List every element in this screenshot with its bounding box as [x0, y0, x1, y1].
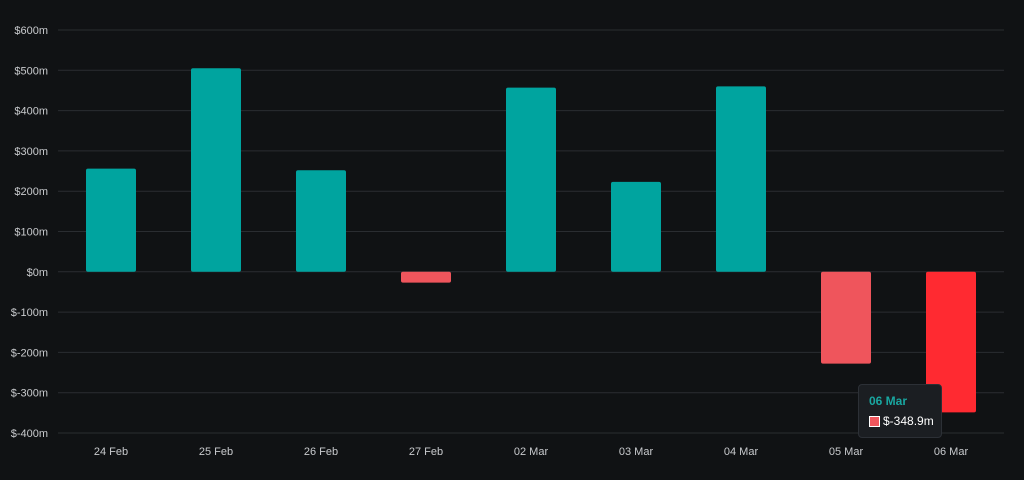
bar: [821, 271, 871, 364]
y-tick-label: $-100m: [11, 307, 48, 319]
x-tick-label: 24 Feb: [94, 446, 128, 458]
tooltip-value: $-348.9m: [883, 414, 934, 428]
y-tick-label: $100m: [14, 227, 48, 239]
x-tick-label: 05 Mar: [829, 446, 864, 458]
y-tick-label: $400m: [14, 106, 48, 118]
x-tick-label: 25 Feb: [199, 446, 233, 458]
bar: [506, 87, 556, 272]
chart-tooltip: 06 Mar $-348.9m: [858, 384, 942, 438]
bar: [611, 181, 661, 272]
x-tick-label: 02 Mar: [514, 446, 549, 458]
y-tick-label: $0m: [27, 267, 48, 279]
x-tick-label: 26 Feb: [304, 446, 338, 458]
tooltip-swatch: [869, 415, 880, 427]
x-tick-label: 03 Mar: [619, 446, 654, 458]
y-tick-label: $-200m: [11, 347, 48, 359]
bar: [191, 68, 241, 272]
x-tick-label: 06 Mar: [934, 446, 969, 458]
bar: [926, 271, 976, 413]
bar: [296, 170, 346, 272]
y-tick-label: $300m: [14, 146, 48, 158]
y-tick-label: $600m: [14, 25, 48, 37]
tooltip-date: 06 Mar: [869, 394, 908, 408]
x-tick-label: 04 Mar: [724, 446, 759, 458]
y-tick-label: $500m: [14, 65, 48, 77]
y-tick-label: $-400m: [11, 428, 48, 440]
tooltip-row: $-348.9m: [869, 414, 941, 428]
y-tick-label: $200m: [14, 186, 48, 198]
x-tick-label: 27 Feb: [409, 446, 443, 458]
y-tick-label: $-300m: [11, 388, 48, 400]
bar: [401, 271, 451, 283]
bar: [86, 168, 136, 272]
bar: [716, 86, 766, 272]
